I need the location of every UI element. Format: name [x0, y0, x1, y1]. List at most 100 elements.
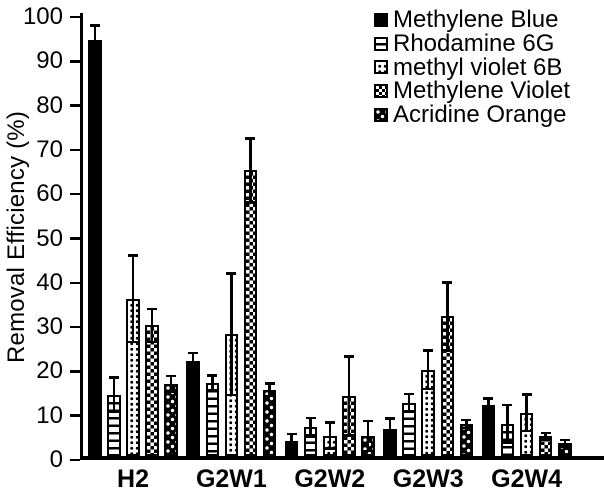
- bar: [145, 325, 159, 456]
- error-bar-cap-bottom: [108, 410, 119, 414]
- y-axis-tick: [70, 458, 80, 462]
- error-bar-line: [366, 419, 370, 453]
- error-bar-line: [169, 374, 173, 393]
- y-axis-tick: [70, 370, 80, 373]
- error-bar-cap-top: [305, 416, 316, 420]
- error-bar-cap-top: [461, 418, 472, 422]
- error-bar-cap-top: [483, 397, 494, 400]
- y-axis-tick-label: 100: [22, 3, 63, 30]
- error-bar-cap-bottom: [166, 390, 177, 393]
- error-bar-cap-top: [559, 438, 570, 442]
- legend-item: methyl violet 6B: [374, 53, 570, 81]
- bar: [107, 394, 121, 456]
- error-bar-cap-top: [343, 355, 354, 358]
- error-bar-line: [487, 397, 490, 414]
- error-bar-cap-top: [423, 349, 434, 352]
- error-bar-line: [191, 351, 195, 370]
- error-bar-cap-bottom: [483, 410, 494, 414]
- error-bar-cap-top: [166, 374, 177, 378]
- y-axis-tick-label: 60: [36, 180, 63, 208]
- legend-item: Methylene Blue: [374, 8, 570, 32]
- bar: [126, 298, 140, 456]
- error-bar-line: [544, 431, 547, 441]
- x-axis-category-label: G2W2: [294, 465, 366, 493]
- y-axis-tick-label: 20: [36, 357, 63, 385]
- error-bar-line: [328, 421, 331, 450]
- error-bar-line: [249, 137, 252, 204]
- error-bar-cap-top: [245, 137, 256, 140]
- error-bar-cap-bottom: [423, 387, 434, 390]
- y-axis-tick-label: 40: [36, 268, 63, 296]
- error-bar-line: [230, 272, 233, 397]
- error-bar-line: [211, 374, 214, 392]
- bar: [164, 383, 178, 456]
- error-bar-line: [112, 376, 116, 414]
- legend-swatch-icon: [374, 12, 388, 27]
- y-axis-tick: [70, 15, 80, 19]
- error-bar-line: [131, 254, 135, 344]
- error-bar-cap-bottom: [264, 394, 275, 398]
- error-bar-cap-top: [540, 431, 551, 435]
- bar: [205, 382, 219, 456]
- error-bar-cap-bottom: [147, 340, 158, 344]
- y-axis-tick: [70, 325, 80, 329]
- legend-swatch-icon: [374, 84, 388, 99]
- error-bar-cap-top: [89, 24, 100, 27]
- y-axis-tick-label: 10: [36, 401, 63, 429]
- y-axis-tick-label: 30: [36, 313, 63, 341]
- legend-label: Methylene Blue: [393, 6, 559, 33]
- error-bar-cap-top: [404, 392, 415, 396]
- legend-label: methyl violet 6B: [393, 53, 563, 81]
- error-bar-cap-bottom: [461, 426, 472, 430]
- error-bar-cap-bottom: [188, 367, 199, 370]
- y-axis-tick: [70, 104, 80, 107]
- error-bar-cap-top: [127, 254, 138, 257]
- error-bar-line: [388, 417, 392, 442]
- legend-swatch-icon: [374, 36, 388, 51]
- error-bar-cap-top: [442, 281, 453, 284]
- bar: [88, 39, 102, 456]
- bar: [243, 170, 258, 456]
- legend-swatch-icon: [374, 108, 388, 123]
- error-bar-cap-top: [108, 376, 119, 379]
- legend-label: Acridine Orange: [393, 101, 567, 129]
- error-bar-cap-bottom: [305, 435, 316, 438]
- error-bar-line: [426, 349, 430, 390]
- error-bar-cap-top: [147, 307, 158, 311]
- error-bar-cap-bottom: [384, 438, 395, 442]
- error-bar-cap-top: [362, 419, 373, 423]
- error-bar-cap-bottom: [343, 434, 354, 437]
- error-bar-line: [563, 438, 566, 448]
- error-bar-cap-top: [324, 421, 335, 424]
- legend: Methylene Blue Rhodamine 6G methyl violet …: [374, 8, 570, 127]
- error-bar-cap-bottom: [404, 410, 415, 414]
- error-bar-line: [465, 418, 468, 430]
- legend-item: Acridine Orange: [374, 103, 570, 127]
- error-bar-line: [150, 307, 154, 344]
- y-axis-tick-label: 80: [36, 91, 63, 119]
- error-bar-cap-bottom: [362, 449, 373, 453]
- error-bar-cap-bottom: [324, 447, 335, 450]
- error-bar-cap-bottom: [127, 340, 138, 344]
- error-bar-cap-top: [521, 393, 532, 396]
- y-axis-tick-label: 0: [49, 446, 63, 473]
- x-axis-category-label: H2: [117, 465, 149, 493]
- error-bar-line: [347, 355, 351, 437]
- y-axis-tick: [70, 414, 80, 417]
- error-bar-cap-top: [286, 432, 297, 436]
- error-bar-cap-bottom: [207, 389, 218, 392]
- bar: [303, 427, 318, 456]
- legend-label: Methylene Violet: [393, 77, 570, 105]
- error-bar-line: [290, 432, 293, 449]
- legend-label: Rhodamine 6G: [393, 29, 555, 57]
- legend-item: Rhodamine 6G: [374, 29, 570, 57]
- x-axis-category-label: G2W3: [392, 465, 464, 493]
- x-axis-category-label: G2W1: [195, 465, 267, 493]
- bar: [262, 389, 277, 456]
- bar: [186, 360, 200, 456]
- bar: [519, 412, 534, 456]
- error-bar-line: [506, 403, 509, 444]
- error-bar-cap-bottom: [245, 201, 256, 204]
- bar: [421, 369, 435, 456]
